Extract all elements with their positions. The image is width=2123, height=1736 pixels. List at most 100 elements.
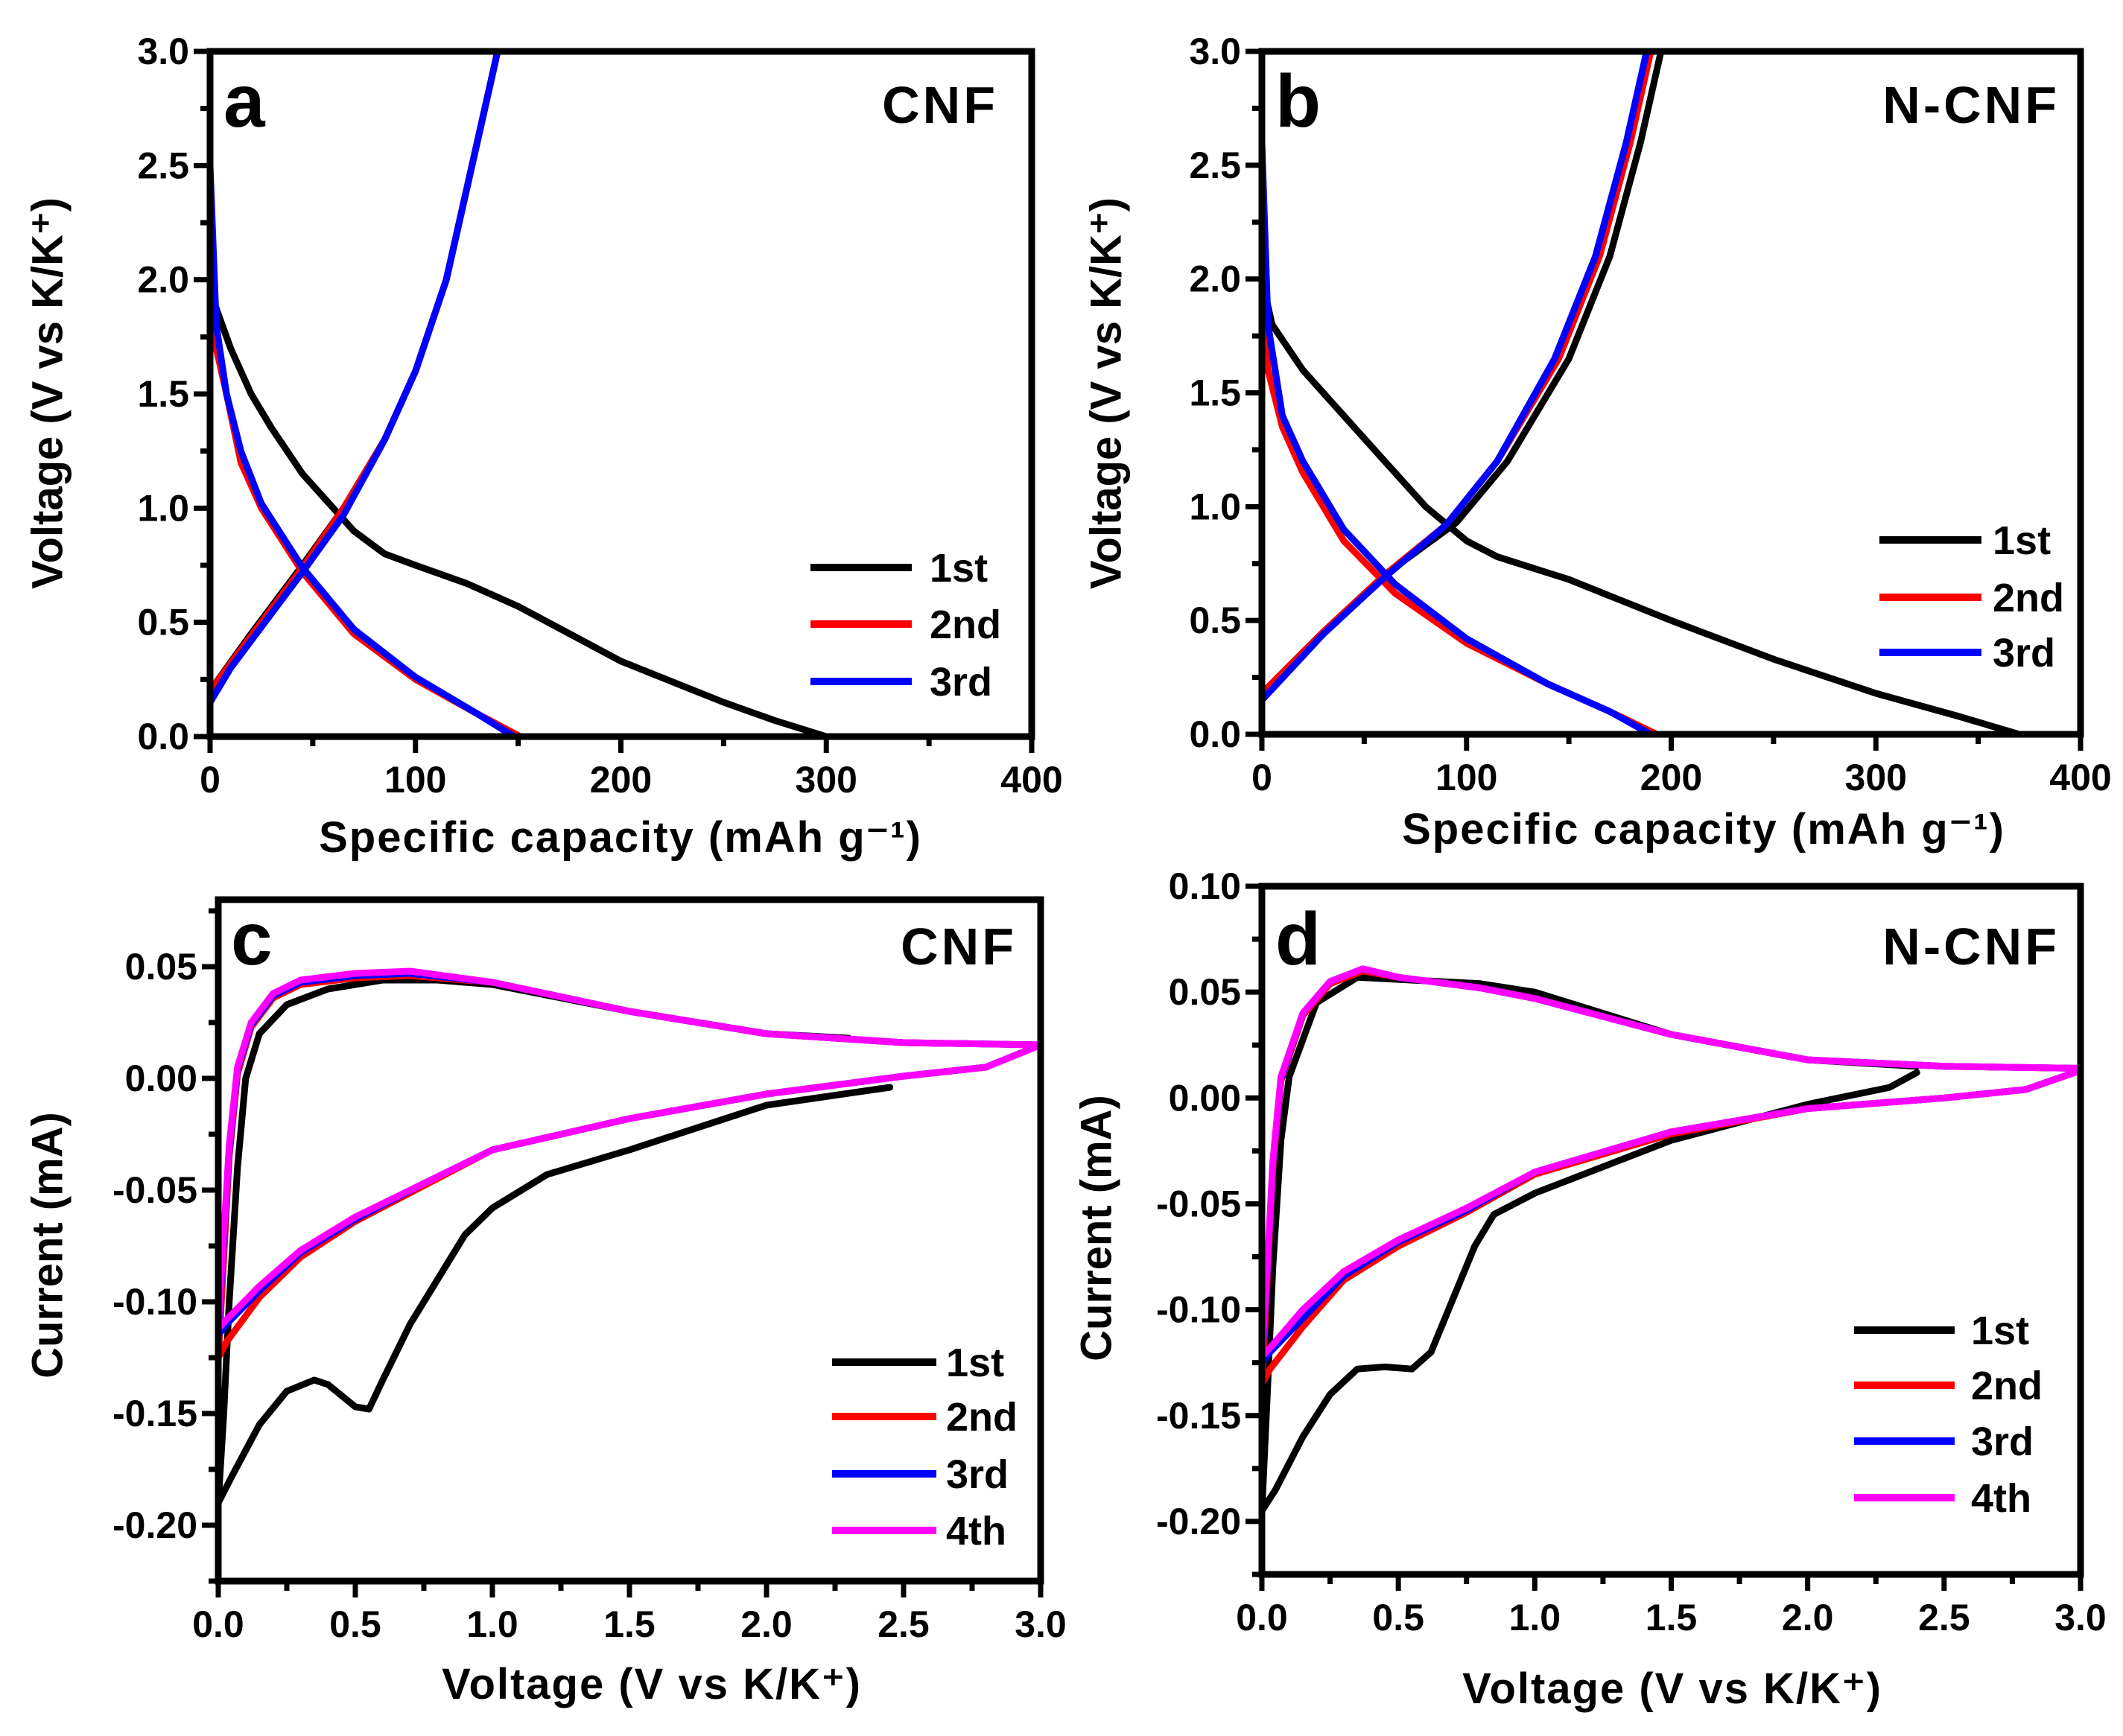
x-tick-label: 100	[384, 759, 446, 801]
series-line-1st-0	[218, 976, 894, 1507]
y-tick-label: -0.20	[1156, 1501, 1241, 1542]
x-tick-label: 300	[796, 759, 857, 801]
series-line-4th-0	[218, 967, 1041, 1332]
x-tick-label: 1.0	[466, 1603, 518, 1645]
legend-label: 3rd	[946, 1452, 1009, 1497]
x-tick-label: 0.5	[329, 1603, 381, 1645]
legend: 1st 2nd 3rd 4th	[832, 1341, 1018, 1554]
legend-label: 3rd	[930, 660, 992, 705]
series-line-2nd-0	[218, 972, 1041, 1361]
series-line-1st-0	[1262, 276, 2023, 737]
legend-label: 3rd	[1993, 631, 2055, 675]
x-tick-label: 2.5	[1918, 1597, 1970, 1638]
legend-label: 4th	[1971, 1476, 2031, 1521]
x-tick-label: 0.5	[1372, 1597, 1424, 1638]
y-tick-label: 0.0	[137, 716, 189, 757]
legend-label: 1st	[930, 546, 988, 591]
x-tick-label: 0.0	[1236, 1597, 1288, 1638]
y-tick-label: 2.5	[1189, 144, 1241, 186]
panel-label: c	[231, 897, 273, 981]
x-tick-label: 2.5	[878, 1603, 930, 1645]
series-line-3rd-0	[210, 162, 518, 740]
legend-label: 2nd	[946, 1395, 1018, 1440]
y-tick-label: 2.0	[1189, 258, 1241, 300]
y-tick-label: 0.00	[125, 1058, 197, 1099]
series-line-2nd-1	[210, 48, 501, 695]
x-tick-label: 2.0	[1782, 1597, 1834, 1638]
legend-label: 2nd	[930, 602, 1001, 647]
x-axis-title: Voltage (V vs K/K⁺)	[1462, 1665, 1882, 1713]
panel-c: 0.0 0.5 1.0 1.5 2.0 2.5 3.0 -0.20 -0.15 -0.10 -0.0…	[24, 896, 1067, 1708]
axes-frame	[215, 896, 1044, 1585]
legend: 1st 2nd 3rd 4th	[1854, 1309, 2043, 1521]
y-axis-title: Current (mA)	[24, 1112, 72, 1379]
series-line-3rd-1	[210, 48, 501, 706]
y-tick-label: -0.05	[1156, 1183, 1241, 1224]
y-tick-label: 0.5	[137, 602, 189, 643]
y-tick-label: 1.5	[137, 373, 189, 415]
y-tick-label: -0.15	[112, 1393, 197, 1434]
y-axis-title: Voltage (V vs K/K⁺)	[24, 197, 72, 589]
y-tick-label: 2.5	[137, 144, 189, 186]
series-line-3rd-0	[1262, 965, 2081, 1367]
y-tick-label: 0.5	[1189, 600, 1241, 641]
legend-label: 4th	[946, 1509, 1006, 1554]
x-tick-label: 1.5	[1646, 1597, 1698, 1638]
series-line-1st-0	[210, 253, 830, 740]
y-tick-label: 1.5	[1189, 372, 1241, 414]
legend: 1st 2nd 3rd	[810, 546, 1001, 705]
legend-label: 1st	[1993, 518, 2051, 563]
x-tick-label: 0	[200, 759, 220, 801]
sample-label: CNF	[882, 76, 998, 134]
y-tick-label: -0.15	[1156, 1395, 1241, 1437]
x-tick-label: 200	[590, 759, 652, 801]
y-tick-label: -0.05	[112, 1169, 197, 1211]
y-tick-label: 0.0	[1189, 713, 1241, 755]
y-tick-label: -0.10	[112, 1281, 197, 1323]
y-tick-label: 1.0	[1189, 486, 1241, 527]
legend-label: 1st	[946, 1341, 1004, 1385]
x-tick-label: 1.0	[1509, 1597, 1561, 1638]
y-tick-label: 0.05	[125, 946, 197, 988]
series-line-3rd-0	[218, 970, 1041, 1339]
legend-label: 1st	[1971, 1309, 2029, 1353]
panel-b: 0 100 200 300 400 0.0 0.5 1.0 1.5 2.0 2.5 3.0 Specif…	[1082, 31, 2112, 853]
y-axis-title: Voltage (V vs K/K⁺)	[1082, 197, 1131, 589]
y-tick-label: 1.0	[137, 487, 189, 529]
y-tick-label: 3.0	[137, 31, 189, 72]
legend-label: 3rd	[1971, 1419, 2034, 1464]
x-tick-label: 200	[1640, 757, 1702, 798]
axes-frame	[1258, 48, 2084, 738]
y-axis-title: Current (mA)	[1073, 1095, 1121, 1361]
x-tick-label: 0	[1251, 757, 1272, 798]
axes-frame	[1258, 883, 2084, 1578]
legend-label: 2nd	[1971, 1364, 2043, 1408]
axes-frame	[206, 48, 1035, 740]
legend-label: 2nd	[1993, 576, 2064, 620]
sample-label: N-CNF	[1882, 76, 2060, 134]
x-tick-label: 1.5	[603, 1603, 656, 1645]
series-line-4th-0	[1262, 965, 2081, 1360]
panel-a: 0 100 200 300 400 0.0 0.5 1.0 1.5 2.0 2.5 3.0 Specif…	[24, 31, 1063, 862]
x-tick-label: 3.0	[2054, 1597, 2107, 1638]
series-line-3rd-1	[1262, 48, 1650, 704]
y-tick-label: -0.10	[1156, 1289, 1241, 1331]
sample-label: N-CNF	[1882, 918, 2060, 976]
y-tick-label: -0.20	[112, 1504, 197, 1546]
x-tick-label: 400	[1000, 759, 1062, 801]
panel-label: b	[1275, 60, 1321, 143]
series-line-1st-1	[1262, 48, 1665, 697]
sample-label: CNF	[901, 918, 1017, 976]
series-line-3rd-0	[1262, 139, 1654, 737]
x-tick-label: 2.0	[740, 1603, 793, 1645]
series-line-2nd-0	[210, 276, 524, 740]
y-tick-label: 0.10	[1169, 865, 1241, 907]
panel-label: a	[223, 60, 266, 143]
series-line-1st-1	[210, 48, 501, 695]
x-tick-label: 400	[2049, 757, 2111, 798]
legend: 1st 2nd 3rd	[1879, 518, 2064, 675]
x-tick-label: 300	[1845, 757, 1907, 798]
x-axis-title: Specific capacity (mAh g⁻¹)	[319, 813, 922, 862]
x-axis-title: Voltage (V vs K/K⁺)	[442, 1660, 862, 1708]
